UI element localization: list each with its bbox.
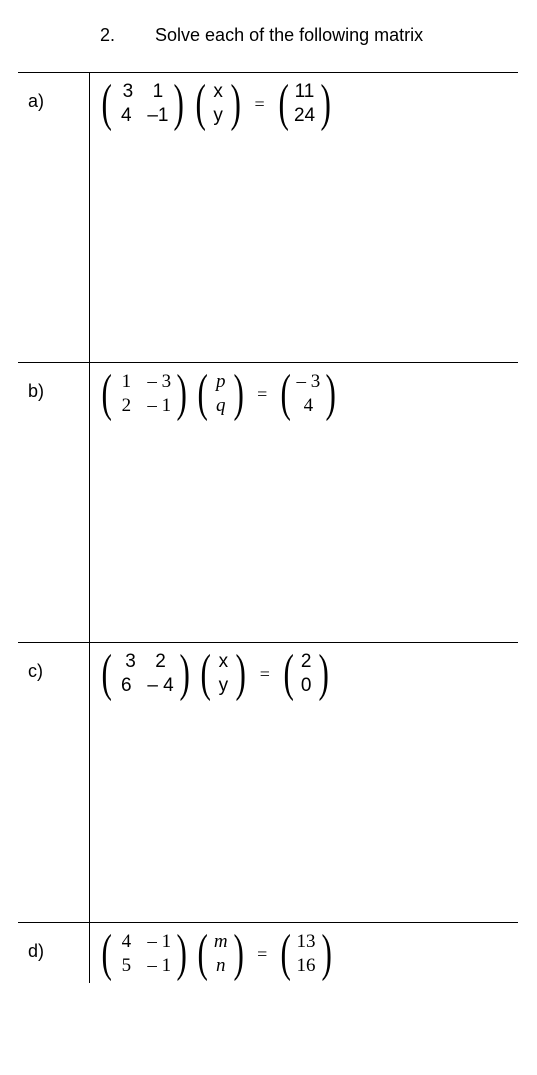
cell: – 3 [147,371,171,393]
cell: 5 [117,955,135,977]
var: p [214,371,228,393]
paren-left-icon: ( [198,929,208,979]
rhs-vector-a: ( 11 24 ) [275,79,335,129]
paren-left-icon: ( [278,79,288,129]
var: x [216,651,230,673]
rhs: 13 [297,931,316,953]
cell: – 1 [147,395,171,417]
paren-right-icon: ) [174,79,184,129]
paren-left-icon: ( [101,369,111,419]
rhs: 24 [294,105,315,127]
rhs: 11 [295,81,315,103]
equation-c: ( 3 2 6 – 4 ) ( [90,643,518,922]
coeff-matrix-a: ( 3 1 4 –1 ) [98,79,188,129]
row-b: b) ( 1 – 3 2 – 1 ) [18,363,518,643]
matrix-equation-b: ( 1 – 3 2 – 1 ) ( [98,369,340,419]
paren-left-icon: ( [201,649,211,699]
label-a: a) [18,73,90,362]
cell: 1 [117,371,135,393]
rhs: 0 [299,675,313,697]
equals-sign: = [248,94,270,115]
paren-right-icon: ) [326,369,336,419]
paren-right-icon: ) [177,369,187,419]
paren-left-icon: ( [101,649,111,699]
equals-sign: = [251,944,273,965]
cell: – 1 [147,931,171,953]
paren-right-icon: ) [177,929,187,979]
label-c: c) [18,643,90,922]
rhs: 2 [299,651,313,673]
equation-a: ( 3 1 4 –1 ) ( [90,73,518,362]
coeff-matrix-c: ( 3 2 6 – 4 ) [98,649,193,699]
paren-left-icon: ( [198,369,208,419]
paren-right-icon: ) [233,929,243,979]
var-vector-a: ( x y ) [192,79,245,129]
coeff-matrix-d: ( 4 – 1 5 – 1 ) [98,929,190,979]
matrix-equation-c: ( 3 2 6 – 4 ) ( [98,649,333,699]
cell: 3 [122,651,140,673]
rhs-vector-b: ( – 3 4 ) [277,369,339,419]
paren-right-icon: ) [179,649,189,699]
equation-d: ( 4 – 1 5 – 1 ) ( [90,923,518,983]
cell: – 4 [147,675,173,697]
cell: 4 [117,105,135,127]
paren-right-icon: ) [233,369,243,419]
row-a: a) ( 3 1 4 –1 ) [18,73,518,363]
coeff-matrix-b: ( 1 – 3 2 – 1 ) [98,369,190,419]
label-d: d) [18,923,90,983]
rhs: 4 [299,395,317,417]
row-d: d) ( 4 – 1 5 – 1 ) [18,923,518,983]
paren-left-icon: ( [283,649,293,699]
cell: 3 [119,81,137,103]
cell: 6 [117,675,135,697]
paren-right-icon: ) [231,79,241,129]
var: y [211,105,225,127]
var: x [211,81,225,103]
cell: 2 [117,395,135,417]
equals-sign: = [254,664,276,685]
var: m [214,931,228,953]
equals-sign: = [251,384,273,405]
rhs-vector-c: ( 2 0 ) [280,649,333,699]
row-c: c) ( 3 2 6 – 4 ) [18,643,518,923]
paren-right-icon: ) [319,649,329,699]
paren-right-icon: ) [321,79,331,129]
paren-right-icon: ) [321,929,331,979]
paren-left-icon: ( [101,79,111,129]
paren-left-icon: ( [101,929,111,979]
paren-right-icon: ) [236,649,246,699]
paren-left-icon: ( [281,929,291,979]
var: y [216,675,230,697]
cell: 2 [152,651,170,673]
question-header: 2. Solve each of the following matrix [100,25,423,46]
cell: 4 [117,931,135,953]
var: n [214,955,228,977]
var: q [214,395,228,417]
question-number: 2. [100,25,115,46]
cell: 1 [149,81,167,103]
paren-left-icon: ( [195,79,205,129]
rhs: 16 [297,955,316,977]
var-vector-b: ( p q ) [194,369,247,419]
label-b: b) [18,363,90,642]
question-text: Solve each of the following matrix [155,25,423,46]
var-vector-c: ( x y ) [197,649,250,699]
matrix-equation-a: ( 3 1 4 –1 ) ( [98,79,334,129]
equation-b: ( 1 – 3 2 – 1 ) ( [90,363,518,642]
matrix-equation-d: ( 4 – 1 5 – 1 ) ( [98,929,335,979]
var-vector-d: ( m n ) [194,929,247,979]
cell: –1 [147,105,168,127]
paren-left-icon: ( [281,369,291,419]
cell: – 1 [147,955,171,977]
rhs-vector-d: ( 13 16 ) [277,929,335,979]
rhs: – 3 [297,371,321,393]
problems-table: a) ( 3 1 4 –1 ) [18,72,518,983]
